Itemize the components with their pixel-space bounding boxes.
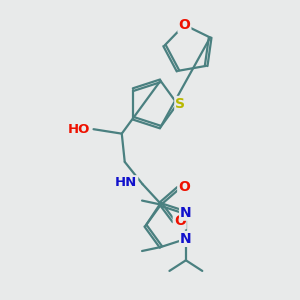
Text: HO: HO (68, 123, 91, 136)
Text: HN: HN (115, 176, 137, 189)
Text: O: O (174, 214, 186, 228)
Text: N: N (180, 206, 192, 220)
Text: S: S (175, 97, 185, 111)
Text: O: O (178, 18, 190, 32)
Text: N: N (180, 232, 192, 246)
Text: O: O (178, 180, 190, 194)
